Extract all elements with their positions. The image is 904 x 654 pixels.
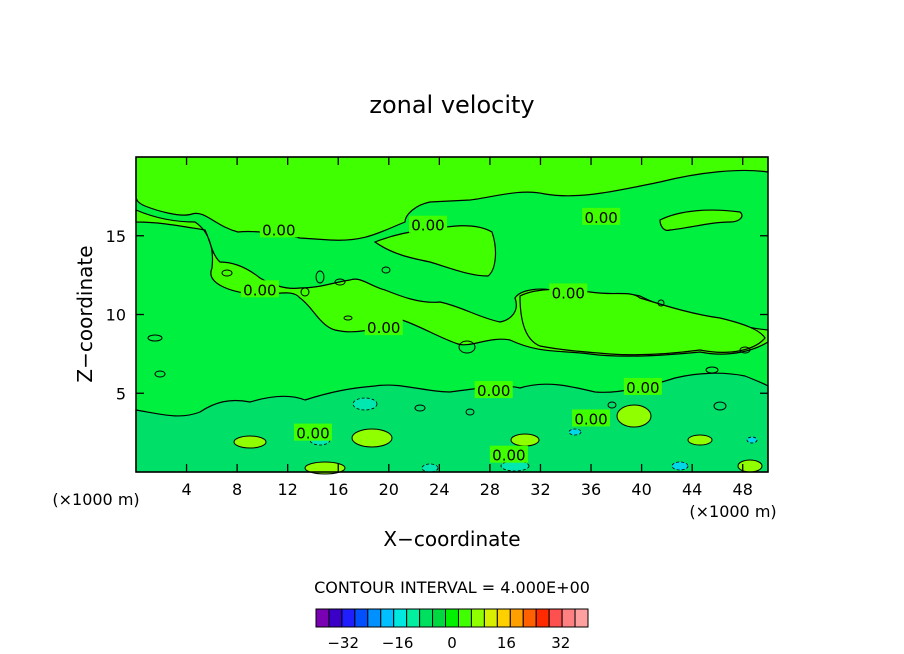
contour-label: 0.00	[296, 425, 329, 443]
x-tick-label: 20	[379, 480, 399, 499]
contour-field: 0.00 0.00 0.00 0.00 0.00 0.00 0.00 0.00 0.00 0.00…	[135, 156, 769, 475]
contour-label: 0.00	[477, 382, 510, 400]
colorbar-swatch	[574, 608, 589, 628]
band-upper	[135, 156, 769, 241]
contour-interval-text: CONTOUR INTERVAL = 4.000E+00	[314, 578, 590, 597]
contour-label-bg	[364, 318, 403, 336]
contour-label-bg	[549, 283, 588, 301]
colorbar-swatch	[470, 608, 485, 628]
island-teal-4	[671, 461, 689, 471]
colorbar-swatch	[341, 608, 356, 628]
colorbar-swatch	[522, 608, 537, 628]
island-teal-6	[568, 428, 582, 436]
island-lime-1	[616, 404, 652, 428]
contour-label-bg	[408, 215, 447, 233]
colorbar-swatch	[445, 608, 459, 628]
y-tick-label: 5	[116, 384, 126, 403]
colorbar-swatch	[328, 608, 343, 628]
colorbar-swatch	[548, 608, 563, 628]
contour-label-bg	[240, 280, 279, 298]
colorbar-swatch	[432, 608, 447, 628]
x-tick-label: 48	[733, 480, 753, 499]
contour-label-bg	[474, 381, 513, 399]
contour-label: 0.00	[411, 217, 444, 235]
x-tick-label: 32	[530, 480, 550, 499]
x-tick-label: 44	[682, 480, 702, 499]
contour-label: 0.00	[262, 221, 295, 239]
contour-label: 0.00	[243, 281, 276, 299]
contour-label-bg	[259, 220, 298, 238]
x-tick-label: 36	[581, 480, 601, 499]
colorbar-swatch	[457, 608, 472, 628]
colorbar-tick-label: 32	[551, 634, 570, 652]
island-lime-4	[233, 435, 267, 449]
island-lime-3	[510, 433, 540, 447]
colorbar-ticks: −32 −16 0 16 32	[327, 634, 570, 652]
contour-label-bg	[489, 445, 528, 463]
x-unit-left: (×1000 m)	[52, 490, 139, 509]
x-unit-right: (×1000 m)	[689, 502, 776, 521]
contour-labels: 0.00 0.00 0.00 0.00 0.00 0.00 0.00 0.00 0.00 0.00…	[240, 207, 662, 465]
contour-label-bg	[293, 423, 332, 441]
contour-label: 0.00	[367, 319, 400, 337]
x-tick-label: 40	[631, 480, 651, 499]
colorbar-swatch	[367, 608, 382, 628]
colorbar-tick-label: −32	[327, 634, 359, 652]
contour-label: 0.00	[574, 410, 607, 428]
chart-title: zonal velocity	[369, 91, 534, 119]
colorbar-swatch	[535, 608, 550, 628]
blob-right-upper	[659, 209, 743, 231]
x-tick-label: 4	[181, 480, 191, 499]
colorbar-swatch	[561, 608, 576, 628]
contour-label: 0.00	[492, 447, 525, 465]
colorbar-swatch	[406, 608, 421, 628]
x-axis-label: X−coordinate	[383, 527, 520, 551]
island-lime-5	[687, 434, 713, 446]
contour-label: 0.00	[626, 379, 659, 397]
contour-label-bg	[623, 377, 662, 395]
colorbar-swatch	[315, 608, 330, 628]
y-axis-ticks: 5 10 15	[106, 227, 768, 403]
island-teal-1	[352, 397, 378, 411]
island-lime-2	[351, 428, 393, 448]
colorbar-tick-label: 16	[497, 634, 516, 652]
colorbar-swatch	[509, 608, 524, 628]
x-tick-label: 12	[278, 480, 298, 499]
colorbar-swatch	[354, 608, 369, 628]
colorbar-swatch	[496, 608, 511, 628]
x-tick-label: 24	[429, 480, 449, 499]
x-axis-ticks: 4 8 12 16 20 24 28 32 36 40 44 48	[181, 157, 753, 499]
contour-label: 0.00	[552, 284, 585, 302]
x-tick-label: 8	[232, 480, 242, 499]
colorbar-swatch	[393, 608, 408, 628]
colorbar-swatch	[483, 608, 498, 628]
small-loops	[147, 266, 751, 416]
contour-label-bg	[572, 409, 611, 427]
colorbar-tick-label: −16	[382, 634, 414, 652]
contour-label-bg	[582, 207, 621, 225]
colorbar-tick-label: 0	[447, 634, 457, 652]
x-tick-label: 28	[480, 480, 500, 499]
band-right-middle	[519, 288, 766, 356]
y-axis-label: Z−coordinate	[73, 245, 97, 382]
y-tick-label: 15	[106, 227, 126, 246]
island-lime-6	[304, 461, 346, 475]
island-lime-7	[737, 459, 763, 473]
island-teal-5	[421, 463, 439, 473]
island-teal-7	[746, 436, 758, 444]
colorbar	[315, 608, 589, 628]
x-tick-label: 16	[328, 480, 348, 499]
y-tick-label: 10	[106, 306, 126, 325]
contour-label: 0.00	[584, 209, 617, 227]
colorbar-swatch	[380, 608, 395, 628]
colorbar-swatch	[419, 608, 434, 628]
